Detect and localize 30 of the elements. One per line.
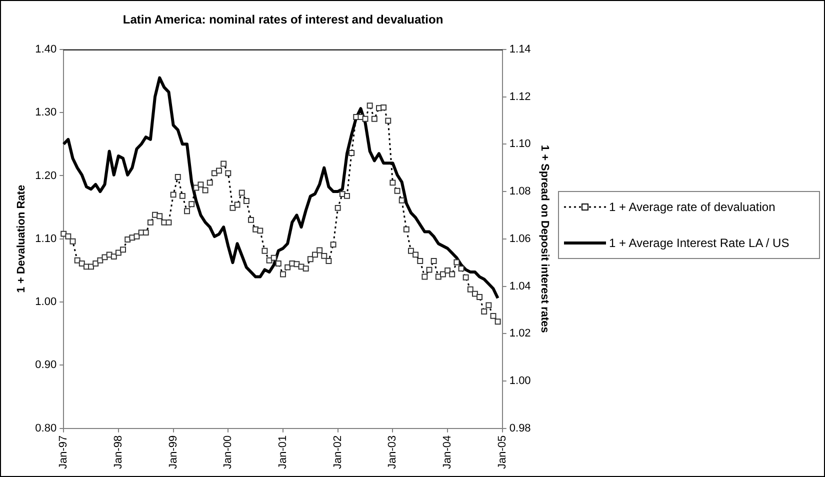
y2-tick-label: 1.02 bbox=[509, 328, 531, 340]
y-tick-label: 1.20 bbox=[35, 170, 57, 182]
legend-label: 1 + Average rate of devaluation bbox=[609, 200, 776, 214]
x-tick-label: Jan-02 bbox=[332, 435, 344, 470]
y2-tick-label: 1.00 bbox=[509, 375, 531, 388]
x-tick-label: Jan-01 bbox=[277, 435, 290, 470]
y2-tick-label: 1.14 bbox=[509, 43, 531, 56]
y2-tick-label: 1.06 bbox=[509, 232, 531, 245]
y2-tick-label: 0.98 bbox=[509, 422, 531, 434]
y-tick-label: 1.40 bbox=[35, 43, 57, 56]
x-tick-label: Jan-97 bbox=[58, 435, 70, 470]
y2-tick-label: 1.10 bbox=[509, 138, 531, 150]
y2-tick-label: 1.04 bbox=[509, 280, 531, 292]
y-axis-title: 1 + Devaluation Rate bbox=[16, 184, 28, 293]
y-tick-label: 0.80 bbox=[35, 422, 57, 434]
x-tick-label: Jan-04 bbox=[442, 435, 454, 470]
x-tick-label: Jan-00 bbox=[222, 435, 234, 470]
y-tick-label: 1.00 bbox=[35, 296, 57, 308]
x-tick-label: Jan-05 bbox=[496, 435, 508, 470]
legend-label: 1 + Average Interest Rate LA / US bbox=[609, 236, 790, 250]
y2-tick-label: 1.12 bbox=[509, 90, 531, 103]
x-tick-label: Jan-98 bbox=[112, 435, 124, 470]
chart-title: Latin America: nominal rates of interest and devaluation bbox=[122, 12, 444, 27]
y-tick-label: 0.90 bbox=[35, 359, 57, 372]
y-tick-label: 1.10 bbox=[35, 232, 57, 245]
y2-tick-label: 1.08 bbox=[509, 186, 531, 198]
x-tick-label: Jan-99 bbox=[167, 435, 180, 470]
y-tick-label: 1.30 bbox=[35, 106, 57, 119]
y2-axis-title: 1 + Spread on Deposit interest rates bbox=[538, 144, 550, 333]
x-tick-label: Jan-03 bbox=[386, 435, 399, 470]
